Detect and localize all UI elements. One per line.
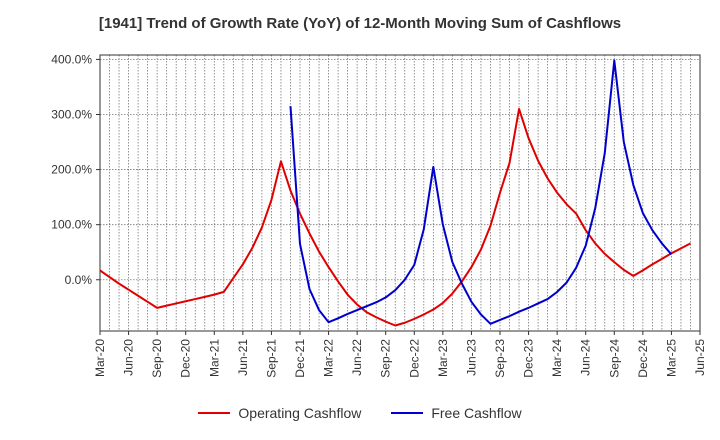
y-tick-label: 400.0% <box>51 52 92 66</box>
y-tick-label: 0.0% <box>65 273 93 287</box>
x-tick-label: Jun-25 <box>693 339 707 376</box>
x-tick-label: Jun-23 <box>464 339 478 376</box>
x-tick-label: Jun-20 <box>122 339 136 376</box>
x-tick-label: Sep-23 <box>493 339 507 378</box>
x-tick-label: Dec-22 <box>407 339 421 378</box>
y-axis-ticks: 0.0% 100.0% 200.0% 300.0% 400.0% <box>51 52 100 287</box>
legend-item-operating: Operating Cashflow <box>198 405 361 421</box>
legend-item-free: Free Cashflow <box>391 405 522 421</box>
plot-area <box>99 54 701 332</box>
x-tick-label: Jun-21 <box>236 339 250 376</box>
y-tick-label: 200.0% <box>51 163 92 177</box>
x-tick-label: Dec-21 <box>293 339 307 378</box>
series-line-operating-cashflow <box>99 107 691 327</box>
x-tick-label: Mar-21 <box>207 339 221 377</box>
x-tick-label: Dec-23 <box>522 339 536 378</box>
legend-swatch-free <box>391 412 424 414</box>
y-tick-label: 100.0% <box>51 218 92 232</box>
x-axis-ticks: Mar-20 Jun-20 Sep-20 Dec-20 Mar-21 Jun-21 Sep-… <box>93 331 707 378</box>
grid-lines <box>100 55 700 331</box>
x-tick-label: Jun-22 <box>350 339 364 376</box>
x-tick-label: Mar-25 <box>664 339 678 377</box>
x-tick-label: Mar-23 <box>436 339 450 377</box>
x-tick-label: Mar-22 <box>322 339 336 377</box>
x-tick-label: Sep-24 <box>607 339 621 378</box>
chart-title: [1941] Trend of Growth Rate (YoY) of 12-… <box>98 15 622 32</box>
series-line-free-cashflow <box>289 59 673 325</box>
legend-swatch-operating <box>198 412 231 414</box>
x-tick-label: Mar-24 <box>550 339 564 377</box>
x-tick-label: Sep-20 <box>150 339 164 378</box>
x-tick-label: Mar-20 <box>93 339 107 377</box>
series-lines <box>99 59 691 327</box>
x-tick-label: Sep-21 <box>264 339 278 378</box>
x-tick-label: Jun-24 <box>579 339 593 376</box>
y-tick-label: 300.0% <box>51 107 92 121</box>
x-tick-label: Sep-22 <box>379 339 393 378</box>
legend-label-free: Free Cashflow <box>431 405 522 421</box>
legend: Operating Cashflow Free Cashflow <box>0 405 720 421</box>
x-tick-label: Dec-24 <box>636 339 650 378</box>
x-tick-label: Dec-20 <box>179 339 193 378</box>
legend-label-operating: Operating Cashflow <box>238 405 362 421</box>
